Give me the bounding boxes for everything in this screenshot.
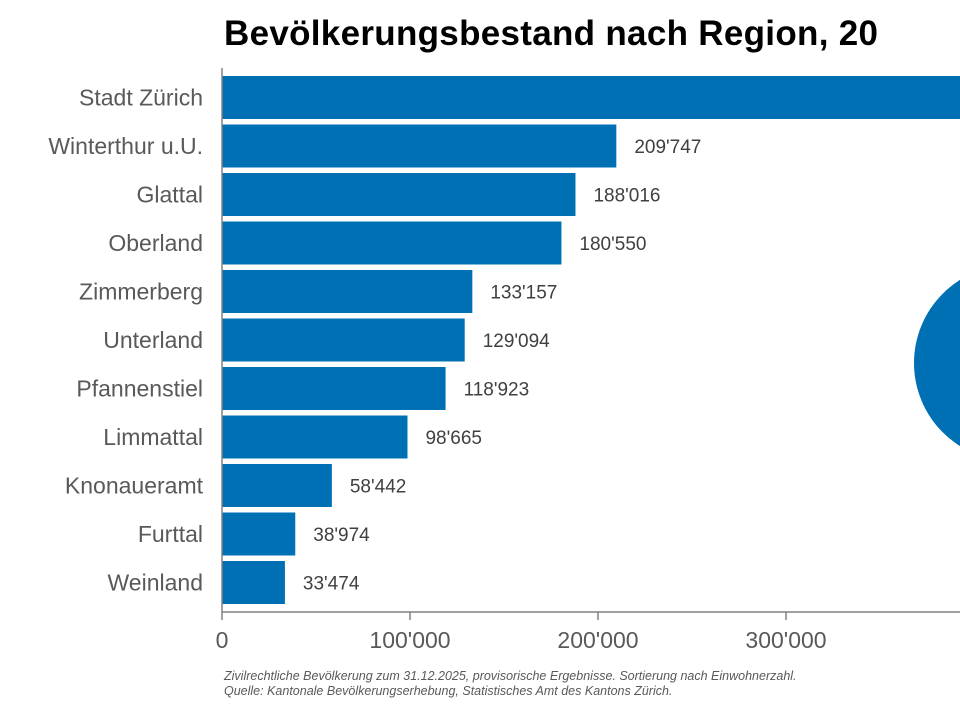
bar-5 bbox=[222, 318, 465, 362]
chart-title: Bevölkerungsbestand nach Region, 20 bbox=[224, 14, 879, 53]
category-label: Unterland bbox=[103, 327, 203, 353]
footnote: Zivilrechtliche Bevölkerung zum 31.12.20… bbox=[224, 669, 797, 683]
category-label: Furttal bbox=[138, 521, 203, 547]
bar-8 bbox=[222, 464, 332, 507]
data-label: 180'550 bbox=[579, 234, 646, 255]
category-label: Winterthur u.U. bbox=[48, 133, 203, 159]
category-label: Knonaueramt bbox=[65, 473, 204, 499]
bar-6 bbox=[222, 367, 446, 410]
x-tick-label: 200'000 bbox=[557, 627, 638, 653]
data-label: 118'923 bbox=[464, 380, 530, 401]
x-tick-label: 0 bbox=[216, 627, 229, 653]
data-label: 188'016 bbox=[593, 186, 660, 207]
decorative-circle bbox=[914, 279, 960, 447]
data-label: 209'747 bbox=[634, 137, 701, 158]
bar-4 bbox=[222, 270, 473, 313]
x-tick-label: 300'000 bbox=[745, 627, 826, 653]
bar-2 bbox=[222, 173, 576, 216]
bar-0 bbox=[222, 76, 960, 119]
category-label: Limmattal bbox=[103, 424, 203, 450]
source-note: Quelle: Kantonale Bevölkerungserhebung, … bbox=[224, 684, 673, 698]
category-label: Pfannenstiel bbox=[76, 376, 203, 402]
data-label: 58'442 bbox=[350, 477, 406, 498]
data-label: 98'665 bbox=[425, 428, 481, 449]
data-label: 129'094 bbox=[483, 331, 550, 352]
bar-10 bbox=[222, 561, 285, 604]
category-label: Oberland bbox=[108, 230, 203, 256]
category-label: Glattal bbox=[137, 182, 203, 208]
category-label: Stadt Zürich bbox=[79, 85, 203, 111]
bar-7 bbox=[222, 415, 408, 459]
category-label: Weinland bbox=[108, 570, 203, 596]
x-tick-label: 100'000 bbox=[369, 627, 450, 653]
data-label: 38'974 bbox=[313, 525, 370, 546]
bar-3 bbox=[222, 221, 562, 265]
bar-1 bbox=[222, 124, 617, 168]
category-label: Zimmerberg bbox=[79, 279, 203, 305]
data-label: 33'474 bbox=[303, 574, 360, 595]
data-label: 133'157 bbox=[490, 283, 557, 304]
bar-9 bbox=[222, 512, 296, 556]
